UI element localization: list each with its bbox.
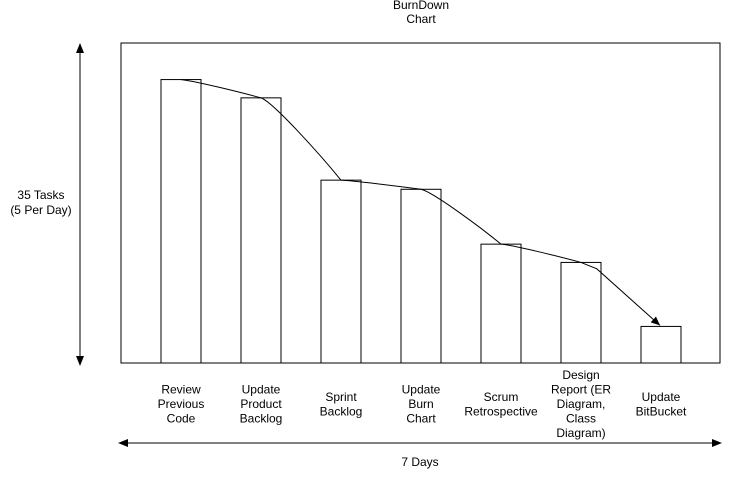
bar-6	[560, 261, 602, 364]
chart-title-line-2: Chart	[406, 12, 436, 26]
chart-title-line-1: BurnDown	[393, 0, 449, 12]
category-label-7: Update BitBucket	[636, 390, 687, 419]
x-axis-arrowhead-right	[712, 439, 722, 447]
category-label-6-line-5: Diagram)	[556, 426, 605, 440]
category-label-1-line-3: Code	[167, 412, 196, 426]
bar-5	[480, 243, 522, 364]
category-label-6-line-1: Design	[562, 368, 599, 382]
y-axis-label-line-1: 35 Tasks	[17, 188, 64, 202]
category-label-3-line-1: Sprint	[325, 390, 357, 404]
bar-2	[240, 97, 282, 364]
category-label-6-line-3: Diagram,	[557, 397, 606, 411]
category-label-7-line-2: BitBucket	[636, 404, 687, 418]
category-label-4: Update Burn Chart	[402, 383, 441, 426]
category-label-5: Scrum Retrospective	[464, 390, 538, 419]
category-label-6-line-2: Report (ER	[551, 383, 611, 397]
bars-group	[160, 79, 682, 364]
category-label-5-line-2: Retrospective	[464, 404, 538, 418]
category-label-3: Sprint Backlog	[320, 390, 363, 419]
category-label-2-line-2: Product	[240, 397, 282, 411]
category-label-2: Update Product Backlog	[240, 383, 283, 426]
y-axis-arrowhead-top	[76, 43, 84, 53]
bar-7	[640, 325, 682, 364]
category-label-7-line-1: Update	[642, 390, 681, 404]
y-axis-label-line-2: (5 Per Day)	[10, 203, 71, 217]
y-axis-arrowhead-bottom	[76, 356, 84, 366]
burndown-trend-line	[180, 79, 661, 326]
x-axis-label: 7 Days	[401, 455, 438, 469]
bar-1	[160, 79, 202, 364]
x-axis-arrowhead-left	[118, 439, 128, 447]
category-label-1-line-1: Review	[161, 383, 201, 397]
category-label-2-line-3: Backlog	[240, 412, 283, 426]
category-label-4-line-2: Burn	[408, 397, 433, 411]
category-label-1-line-2: Previous	[158, 397, 205, 411]
bar-3	[320, 179, 362, 364]
category-label-4-line-1: Update	[402, 383, 441, 397]
category-label-5-line-1: Scrum	[484, 390, 519, 404]
category-label-6-line-4: Class	[566, 412, 596, 426]
category-label-2-line-1: Update	[242, 383, 281, 397]
category-label-4-line-3: Chart	[406, 412, 436, 426]
category-label-3-line-2: Backlog	[320, 404, 363, 418]
bar-4	[400, 188, 442, 364]
category-label-6: Design Report (ER Diagram, Class Diagram)	[551, 368, 611, 440]
category-label-1: Review Previous Code	[158, 383, 205, 426]
